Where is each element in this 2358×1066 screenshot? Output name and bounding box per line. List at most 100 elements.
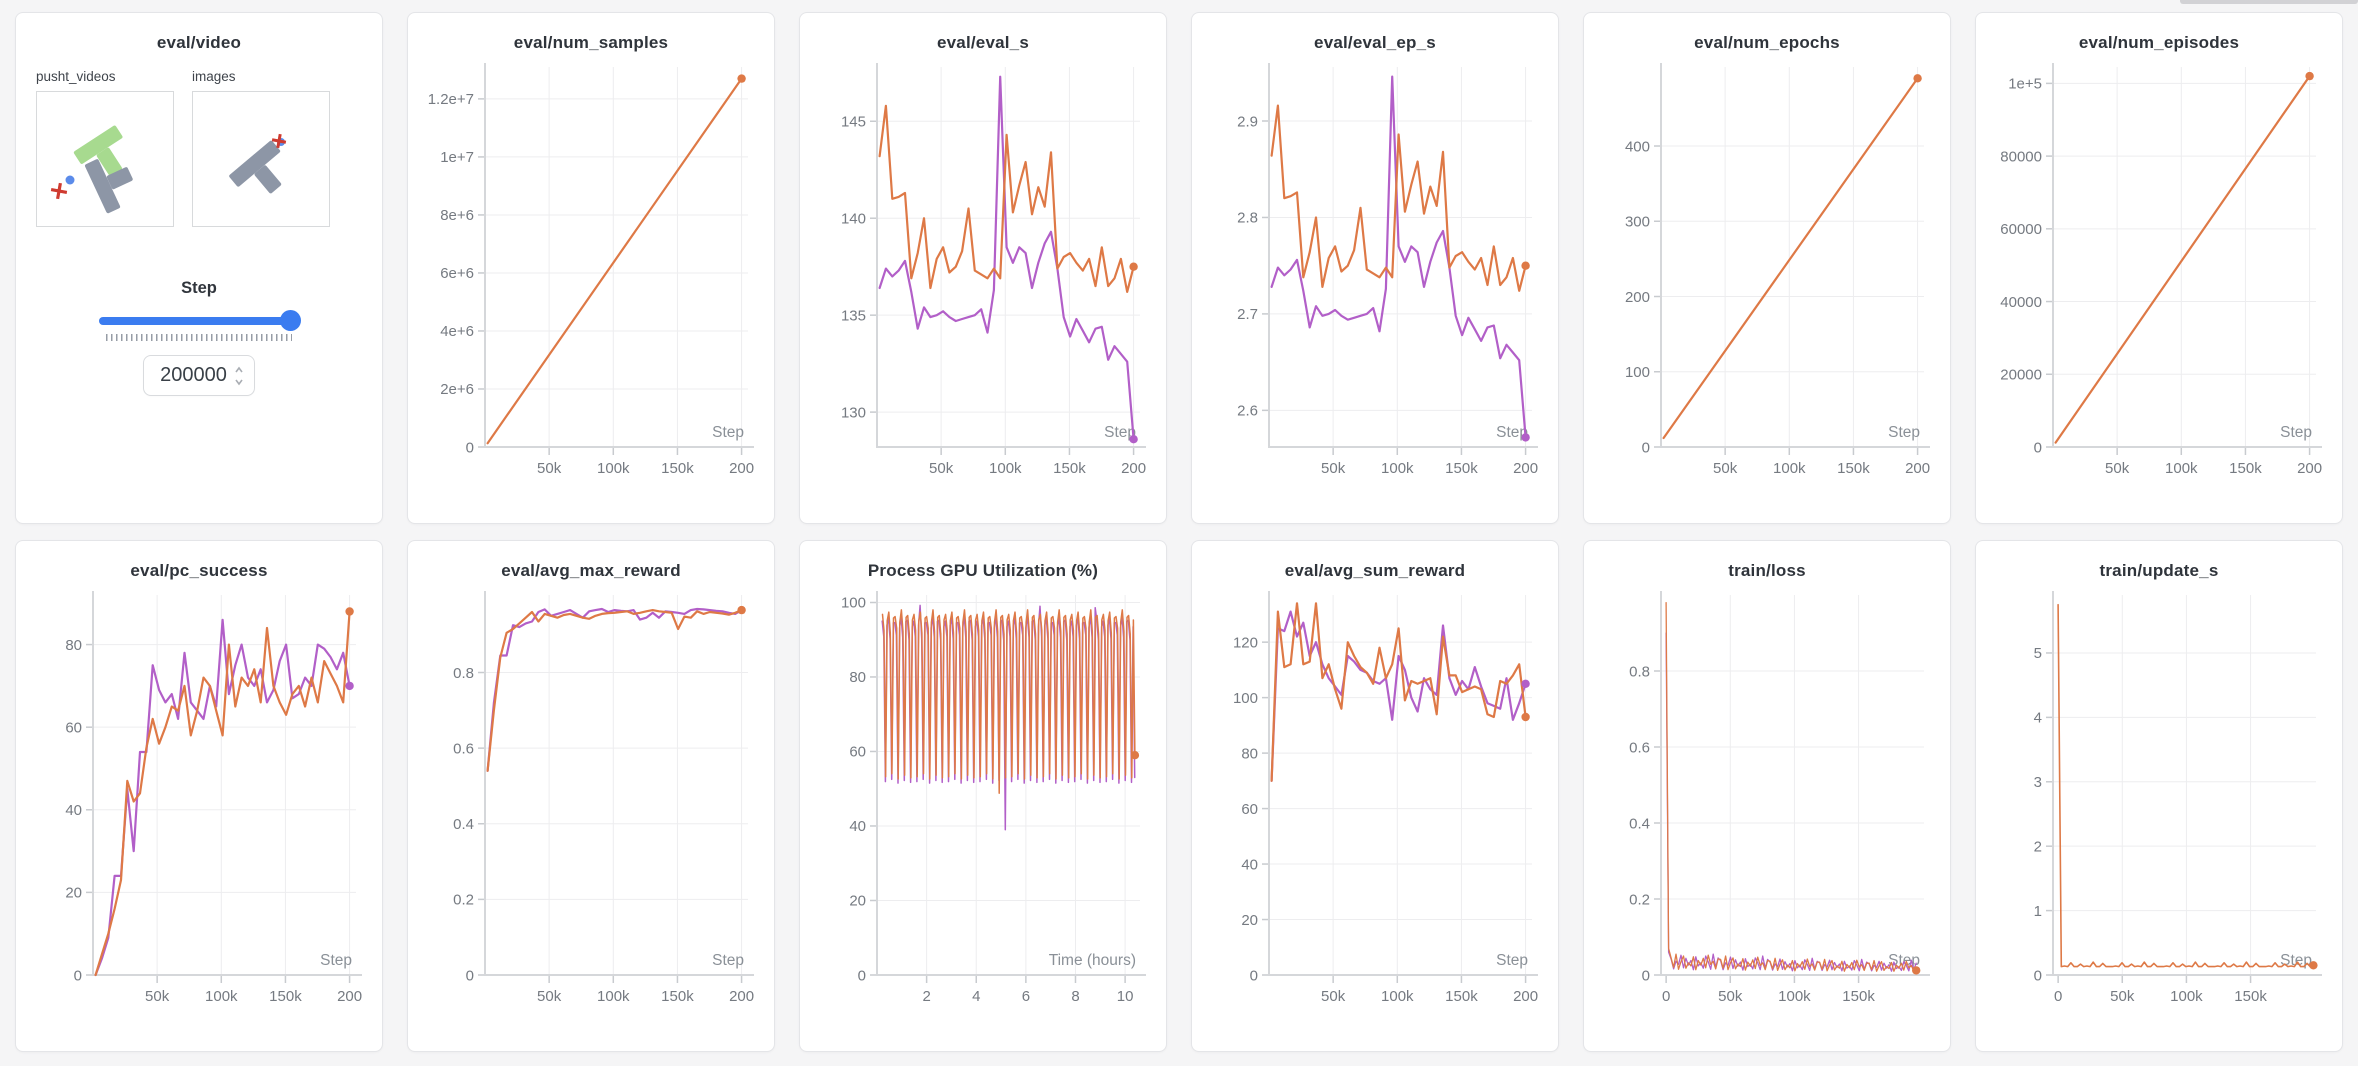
panel-eval-eval-ep-s[interactable]: eval/eval_ep_s 50k 100k 150k 200 2.6 2.7 2.8 2.… [1191,12,1559,524]
series-line-purple [486,607,743,772]
panel-gpu-utilization[interactable]: Process GPU Utilization (%) 2 4 6 8 10 0 20 40 6… [799,540,1167,1052]
x-tick-label: 200 [1121,460,1146,477]
series-line-purple [1665,632,1917,972]
x-tick-label: 200 [1905,460,1930,477]
x-axis-label: Step [1496,424,1528,441]
y-tick-label: 80 [1241,745,1258,762]
chart-eval-s[interactable]: 50k 100k 150k 200 130 135 140 145 Step [813,55,1153,491]
video-thumbnail[interactable] [36,91,174,227]
image-thumbnail[interactable] [192,91,330,227]
y-tick-label: 2.8 [1237,210,1258,227]
block-t-shape [229,140,282,194]
chart-avg-sum-reward[interactable]: 50k 100k 150k 200 0 20 40 60 80 100 120 Step [1205,583,1545,1019]
end-marker [2309,961,2318,970]
series-line-purple [1270,75,1527,439]
x-tick-label: 100k [1381,988,1414,1005]
series-line-orange [878,104,1135,293]
y-tick-label: 140 [841,210,866,227]
series-line-orange [1270,104,1527,292]
y-tick-label: 80 [849,669,866,686]
chart-num-epochs[interactable]: 50k 100k 150k 200 0 100 200 300 400 Step [1597,55,1937,491]
y-tick-label: 2.6 [1237,403,1258,420]
panel-eval-video[interactable]: eval/video pusht_videos [15,12,383,524]
y-tick-label: 1e+7 [440,149,474,166]
target-cross-icon [50,182,68,200]
panel-eval-avg-max-reward[interactable]: eval/avg_max_reward 50k 100k 150k 200 0 0.2 0.… [407,540,775,1052]
chart-title: eval/avg_max_reward [501,561,681,580]
x-tick-label: 100k [597,988,630,1005]
panel-eval-num-epochs[interactable]: eval/num_epochs 50k 100k 150k 200 0 100 200 300… [1583,12,1951,524]
target-cross-icon [271,133,287,149]
x-tick-label: 150k [1445,988,1478,1005]
chart-pc-success[interactable]: 50k 100k 150k 200 0 20 40 60 80 Step [29,583,369,1019]
x-tick-label: 200 [2297,460,2322,477]
x-axis-label: Step [2280,952,2312,969]
y-tick-label: 130 [841,404,866,421]
y-tick-label: 0.8 [453,665,474,682]
x-tick-label: 150k [661,460,694,477]
x-tick-label: 2 [922,988,930,1005]
y-tick-label: 0.6 [453,740,474,757]
x-tick-label: 200 [1513,988,1538,1005]
x-tick-label: 100k [2165,460,2198,477]
slider-track[interactable] [99,317,299,325]
chart-num-episodes[interactable]: 50k 100k 150k 200 0 20000 40000 60000 80000 1e+5 S… [1989,55,2329,491]
y-tick-label: 8e+6 [440,207,474,224]
step-slider[interactable] [99,310,301,331]
y-tick-label: 400 [1625,138,1650,155]
y-tick-label: 20 [1241,912,1258,929]
x-tick-label: 100k [1773,460,1806,477]
chart-title: eval/num_epochs [1694,33,1840,52]
end-marker [1913,74,1922,83]
chart-train-update-s[interactable]: 0 50k 100k 150k 0 1 2 3 4 5 Step [1989,583,2329,1019]
spinner-icon[interactable] [234,365,244,387]
pusht-scene [229,133,287,194]
x-tick-label: 150k [2234,988,2267,1005]
series-line-orange [2054,75,2311,444]
x-tick-label: 150k [1842,988,1875,1005]
series-line-orange [1662,77,1919,440]
end-marker [345,681,354,691]
x-tick-label: 50k [2105,460,2130,477]
x-tick-label: 100k [989,460,1022,477]
y-tick-label: 135 [841,307,866,324]
x-tick-label: 10 [1117,988,1134,1005]
chart-num-samples[interactable]: 50k 100k 150k 200 0 2e+6 4e+6 6e+6 8e+6 1e+7 1.2e+… [421,55,761,491]
y-tick-label: 0 [74,967,82,984]
chart-eval-ep-s[interactable]: 50k 100k 150k 200 2.6 2.7 2.8 2.9 Step [1205,55,1545,491]
x-tick-label: 50k [537,460,562,477]
panel-eval-eval-s[interactable]: eval/eval_s 50k 100k 150k 200 130 135 140 145 St… [799,12,1167,524]
step-value: 200000 [160,364,227,386]
series-line-purple [94,618,351,977]
x-tick-label: 150k [1445,460,1478,477]
panel-train-update-s[interactable]: train/update_s 0 50k 100k 150k 0 1 2 3 4 5 Step [1975,540,2343,1052]
media-row: pusht_videos [16,55,382,227]
step-label: Step [181,279,217,297]
panel-eval-num-episodes[interactable]: eval/num_episodes 50k 100k 150k 200 0 20000 40… [1975,12,2343,524]
y-tick-label: 100 [1233,690,1258,707]
pusht-scene [50,125,133,214]
series-line-purple [878,75,1135,441]
y-tick-label: 80 [65,637,82,654]
end-marker [1130,751,1140,760]
x-axis-label: Step [2280,424,2312,441]
chart-avg-max-reward[interactable]: 50k 100k 150k 200 0 0.2 0.4 0.6 0.8 Step [421,583,761,1019]
panel-eval-pc-success[interactable]: eval/pc_success 50k 100k 150k 200 0 20 40 60 80 S… [15,540,383,1052]
step-input[interactable]: 200000 [143,355,255,396]
y-tick-label: 200 [1625,289,1650,306]
x-tick-label: 100k [1381,460,1414,477]
agent-dot [65,175,75,185]
chart-title: train/loss [1728,561,1806,580]
panel-train-loss[interactable]: train/loss 0 50k 100k 150k 0 0.2 0.4 0.6 0.8 Step [1583,540,1951,1052]
end-marker [1521,433,1530,442]
panel-eval-num-samples[interactable]: eval/num_samples 50k 100k 150k 200 0 2e+6 4e+6… [407,12,775,524]
chart-title: eval/eval_ep_s [1314,33,1436,52]
y-tick-label: 1 [2034,903,2042,920]
slider-thumb[interactable] [280,310,301,331]
panel-eval-avg-sum-reward[interactable]: eval/avg_sum_reward 50k 100k 150k 200 0 20 40 6… [1191,540,1559,1052]
end-marker [1521,261,1530,270]
y-tick-label: 40 [1241,856,1258,873]
x-axis-label: Step [320,952,352,969]
